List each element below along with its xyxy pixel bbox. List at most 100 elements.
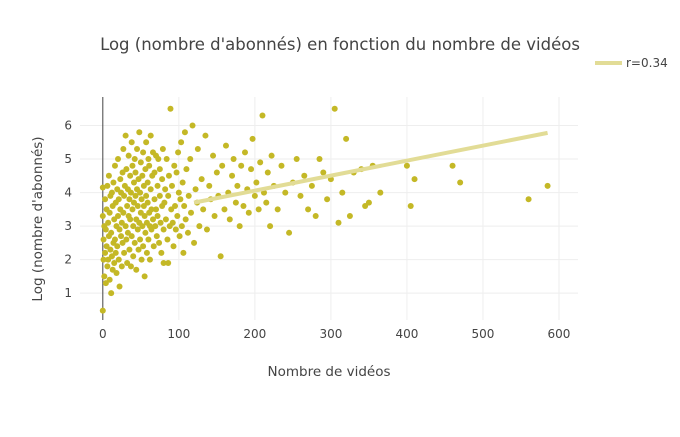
scatter-point (116, 283, 123, 290)
scatter-point (108, 290, 115, 297)
scatter-point (194, 145, 201, 152)
scatter-point (102, 249, 109, 256)
scatter-point (255, 206, 262, 213)
scatter-point (135, 246, 142, 253)
scatter-point (143, 249, 150, 256)
scatter-point (146, 162, 153, 169)
scatter-point (172, 202, 179, 209)
scatter-point (160, 259, 167, 266)
scatter-point (133, 266, 140, 273)
scatter-point (230, 156, 237, 163)
scatter-point (120, 145, 127, 152)
scatter-point (138, 196, 145, 203)
scatter-point (174, 213, 181, 220)
x-tick-label: 500 (472, 327, 495, 341)
scatter-point (278, 162, 285, 169)
scatter-point (232, 199, 239, 206)
scatter-point (134, 226, 141, 233)
scatter-point (143, 139, 150, 146)
scatter-point (139, 172, 146, 179)
scatter-point (101, 273, 108, 280)
scatter-point (173, 169, 180, 176)
legend[interactable]: r=0.34 (595, 56, 668, 70)
scatter-point (339, 189, 346, 196)
scatter-point (115, 213, 122, 220)
y-tick-label: 2 (64, 253, 72, 267)
scatter-point (157, 219, 164, 226)
scatter-point (164, 236, 171, 243)
scatter-point (163, 156, 170, 163)
scatter-point (177, 196, 184, 203)
scatter-point (170, 243, 177, 250)
scatter-point (182, 216, 189, 223)
scatter-point (147, 186, 154, 193)
scatter-point (128, 139, 135, 146)
scatter-point (145, 156, 152, 163)
scatter-point (268, 152, 275, 159)
scatter-point (160, 226, 167, 233)
scatter-point (202, 132, 209, 139)
scatter-point (149, 216, 156, 223)
scatter-point (185, 192, 192, 199)
x-tick-label: 200 (243, 327, 266, 341)
scatter-point (139, 223, 146, 230)
scatter-point (140, 243, 147, 250)
scatter-point (167, 105, 174, 112)
scatter-point (259, 112, 266, 119)
x-tick-label: 300 (319, 327, 342, 341)
scatter-point (175, 149, 182, 156)
x-tick-label: 100 (167, 327, 190, 341)
scatter-point (100, 236, 107, 243)
scatter-point (137, 236, 144, 243)
scatter-point (102, 196, 109, 203)
scatter-point (100, 256, 107, 263)
scatter-point (297, 192, 304, 199)
scatter-point (137, 159, 144, 166)
scatter-point (143, 192, 150, 199)
scatter-point (172, 226, 179, 233)
scatter-point (213, 169, 220, 176)
legend-label: r=0.34 (626, 56, 668, 70)
scatter-point (154, 213, 161, 220)
scatter-point (137, 189, 144, 196)
scatter-point (104, 182, 111, 189)
scatter-point (140, 149, 147, 156)
scatter-point (105, 219, 112, 226)
scatter-point (105, 172, 112, 179)
scatter-point (165, 172, 172, 179)
scatter-point (142, 229, 149, 236)
scatter-point (144, 179, 151, 186)
scatter-point (165, 192, 172, 199)
scatter-point (131, 156, 138, 163)
scatter-point (151, 196, 158, 203)
scatter-point (126, 246, 133, 253)
scatter-point (184, 229, 191, 236)
scatter-point (221, 206, 228, 213)
scatter-point (181, 202, 188, 209)
scatter-point (156, 166, 163, 173)
y-tick-label: 6 (64, 119, 72, 133)
scatter-point (245, 209, 252, 216)
scatter-point (102, 226, 109, 233)
scatter-point (127, 216, 134, 223)
scatter-point (150, 243, 157, 250)
scatter-point (324, 196, 331, 203)
scatter-point (267, 223, 274, 230)
scatter-point (123, 166, 130, 173)
scatter-point (241, 149, 248, 156)
scatter-point (127, 189, 134, 196)
scatter-point (136, 129, 143, 136)
scatter-point (162, 216, 169, 223)
scatter-point (217, 253, 224, 260)
scatter-point (316, 156, 323, 163)
scatter-point (132, 192, 139, 199)
scatter-point (176, 233, 183, 240)
y-axis-label: Log (nombre d'abonnés) (30, 136, 46, 301)
scatter-point (183, 166, 190, 173)
scatter-point (251, 192, 258, 199)
scatter-point (200, 206, 207, 213)
scatter-point (115, 256, 122, 263)
scatter-point (264, 169, 271, 176)
scatter-point (226, 216, 233, 223)
scatter-point (335, 219, 342, 226)
